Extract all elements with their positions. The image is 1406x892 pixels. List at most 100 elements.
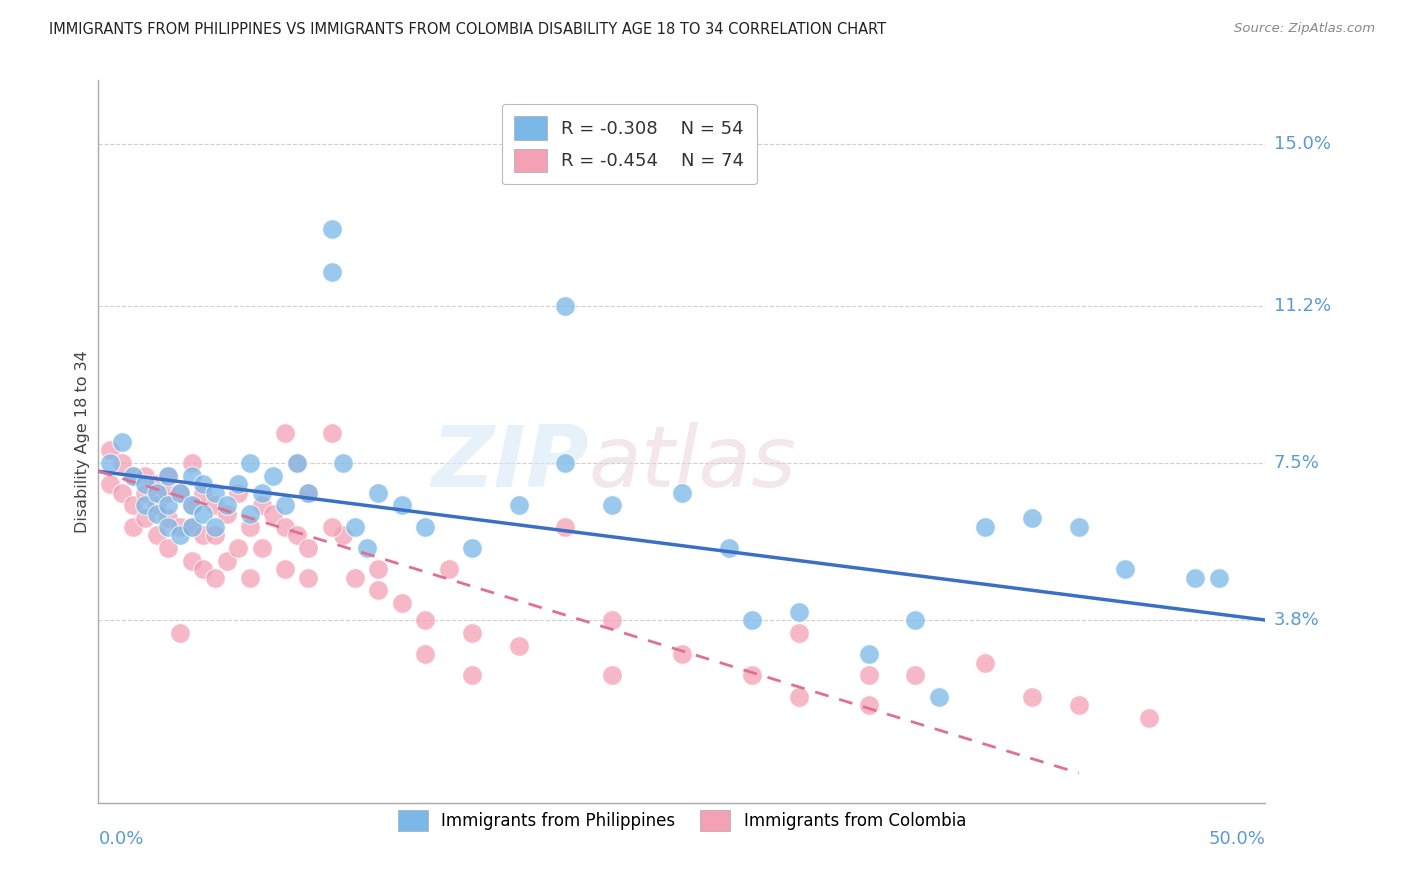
Point: [134, 485, 156, 500]
Text: IMMIGRANTS FROM PHILIPPINES VS IMMIGRANTS FROM COLOMBIA DISABILITY AGE 18 TO 34 : IMMIGRANTS FROM PHILIPPINES VS IMMIGRANT…: [49, 22, 886, 37]
Point: [122, 468, 145, 483]
Point: [787, 625, 810, 640]
Point: [193, 477, 215, 491]
Text: 7.5%: 7.5%: [1274, 454, 1320, 472]
Point: [169, 528, 191, 542]
Point: [98, 477, 121, 491]
Point: [215, 553, 238, 567]
Point: [858, 668, 880, 682]
Point: [204, 528, 226, 542]
Point: [332, 528, 354, 542]
Point: [215, 498, 238, 512]
Point: [262, 507, 284, 521]
Point: [215, 507, 238, 521]
Y-axis label: Disability Age 18 to 34: Disability Age 18 to 34: [75, 351, 90, 533]
Point: [180, 519, 202, 533]
Point: [321, 264, 343, 278]
Point: [413, 647, 436, 661]
Text: ZIP: ZIP: [430, 422, 589, 505]
Point: [391, 596, 413, 610]
Point: [193, 507, 215, 521]
Point: [904, 668, 927, 682]
Point: [204, 498, 226, 512]
Point: [239, 507, 262, 521]
Point: [671, 647, 693, 661]
Point: [297, 570, 319, 584]
Point: [262, 468, 284, 483]
Point: [554, 456, 576, 470]
Point: [285, 528, 308, 542]
Point: [180, 498, 202, 512]
Point: [111, 434, 134, 449]
Point: [169, 519, 191, 533]
Point: [180, 468, 202, 483]
Point: [508, 639, 530, 653]
Point: [332, 456, 354, 470]
Point: [461, 625, 484, 640]
Point: [600, 613, 623, 627]
Point: [157, 485, 180, 500]
Point: [367, 485, 389, 500]
Point: [193, 562, 215, 576]
Point: [787, 690, 810, 704]
Point: [122, 498, 145, 512]
Point: [169, 485, 191, 500]
Point: [1021, 511, 1043, 525]
Point: [508, 498, 530, 512]
Point: [239, 570, 262, 584]
Point: [367, 583, 389, 598]
Text: 3.8%: 3.8%: [1274, 611, 1319, 629]
Point: [204, 485, 226, 500]
Point: [321, 425, 343, 440]
Point: [321, 222, 343, 236]
Point: [146, 507, 169, 521]
Point: [974, 656, 997, 670]
Point: [204, 519, 226, 533]
Point: [146, 528, 169, 542]
Point: [344, 519, 367, 533]
Point: [274, 519, 297, 533]
Point: [98, 443, 121, 458]
Point: [671, 485, 693, 500]
Text: Source: ZipAtlas.com: Source: ZipAtlas.com: [1234, 22, 1375, 36]
Point: [461, 541, 484, 555]
Point: [169, 625, 191, 640]
Point: [741, 668, 763, 682]
Point: [157, 468, 180, 483]
Point: [111, 485, 134, 500]
Point: [1184, 570, 1206, 584]
Point: [146, 498, 169, 512]
Point: [904, 613, 927, 627]
Point: [297, 485, 319, 500]
Point: [250, 498, 273, 512]
Point: [146, 485, 169, 500]
Point: [180, 498, 202, 512]
Point: [274, 498, 297, 512]
Point: [717, 541, 740, 555]
Legend: Immigrants from Philippines, Immigrants from Colombia: Immigrants from Philippines, Immigrants …: [388, 800, 976, 841]
Point: [741, 613, 763, 627]
Point: [1114, 562, 1136, 576]
Point: [297, 485, 319, 500]
Point: [1021, 690, 1043, 704]
Point: [228, 485, 250, 500]
Point: [413, 613, 436, 627]
Point: [239, 456, 262, 470]
Text: 15.0%: 15.0%: [1274, 135, 1330, 153]
Point: [250, 485, 273, 500]
Point: [274, 562, 297, 576]
Point: [858, 647, 880, 661]
Point: [157, 519, 180, 533]
Point: [157, 541, 180, 555]
Point: [146, 477, 169, 491]
Point: [193, 485, 215, 500]
Text: 0.0%: 0.0%: [98, 830, 143, 848]
Point: [228, 541, 250, 555]
Point: [787, 605, 810, 619]
Point: [134, 468, 156, 483]
Point: [239, 519, 262, 533]
Point: [413, 519, 436, 533]
Point: [157, 468, 180, 483]
Point: [228, 477, 250, 491]
Point: [600, 668, 623, 682]
